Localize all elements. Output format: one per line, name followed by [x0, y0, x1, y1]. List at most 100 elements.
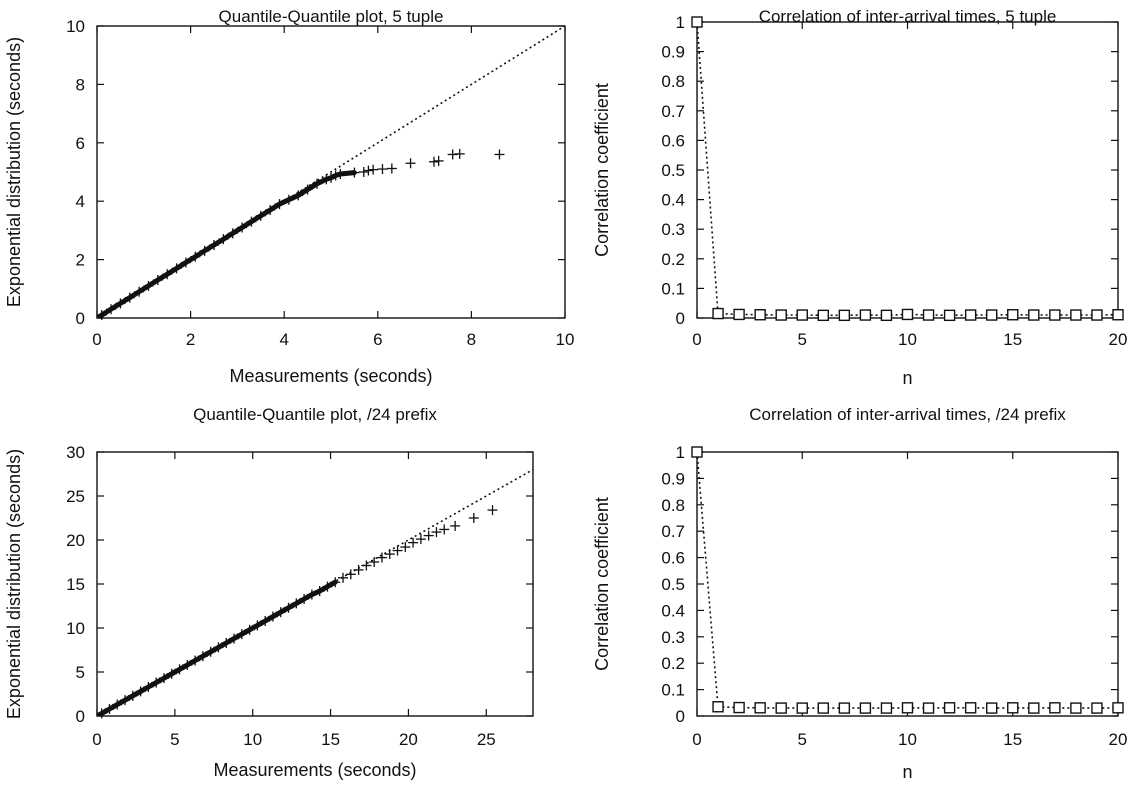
data-point	[267, 611, 278, 622]
data-point	[964, 702, 977, 714]
x-tick-label: 0	[92, 330, 101, 349]
data-point	[428, 156, 439, 167]
x-tick-label: 5	[798, 730, 807, 749]
x-tick-label: 0	[92, 730, 101, 749]
dense-point-band	[97, 579, 338, 716]
x-tick-label: 6	[373, 330, 382, 349]
x-axis-label: Measurements (seconds)	[213, 760, 416, 780]
data-point	[180, 257, 191, 268]
y-tick-label: 20	[66, 531, 85, 550]
y-tick-label: 2	[76, 251, 85, 270]
data-point	[299, 593, 310, 604]
y-tick-label: 0.3	[661, 220, 685, 239]
data-point	[322, 581, 333, 592]
dense-point-band	[97, 170, 357, 318]
data-point	[134, 286, 145, 297]
y-tick-label: 0.8	[661, 72, 685, 91]
data-point	[1070, 309, 1082, 321]
data-point	[368, 164, 379, 175]
data-point	[311, 178, 322, 189]
data-point	[120, 695, 131, 706]
x-tick-label: 0	[692, 330, 701, 349]
data-point	[246, 216, 257, 227]
data-point	[468, 513, 479, 523]
data-point	[691, 16, 703, 28]
data-point	[199, 245, 210, 256]
y-tick-label: 8	[76, 75, 85, 94]
data-point	[124, 292, 135, 303]
data-point	[244, 624, 255, 635]
y-tick-label: 0.2	[661, 250, 685, 269]
y-tick-label: 0.6	[661, 549, 685, 568]
y-tick-label: 0	[676, 309, 685, 328]
data-point	[775, 702, 787, 714]
data-point	[775, 309, 787, 321]
y-tick-label: 0.2	[661, 654, 685, 673]
data-point	[112, 699, 123, 710]
data-point	[817, 309, 829, 322]
data-point	[901, 702, 914, 714]
plot-frame	[696, 21, 1119, 319]
data-point	[158, 673, 169, 684]
y-tick-label: 6	[76, 134, 85, 153]
data-point	[386, 163, 397, 174]
data-point	[174, 664, 185, 675]
data-point	[237, 222, 248, 233]
y-tick-label: 0.5	[661, 575, 685, 594]
y-tick-label: 0.4	[661, 191, 685, 210]
data-point	[1028, 309, 1040, 321]
y-tick-label: 0.7	[661, 102, 685, 121]
data-point	[127, 690, 138, 701]
y-tick-label: 30	[66, 443, 85, 462]
data-point	[345, 569, 356, 580]
data-point	[275, 607, 286, 618]
data-point	[859, 309, 872, 321]
data-point	[754, 309, 766, 321]
data-point	[330, 170, 341, 181]
data-point	[353, 564, 364, 575]
x-tick-label: 2	[186, 330, 195, 349]
x-tick-label: 10	[556, 330, 575, 349]
y-tick-label: 1	[676, 443, 685, 462]
data-point	[369, 557, 380, 567]
data-point	[361, 560, 372, 571]
data-point	[1112, 702, 1124, 714]
data-point	[143, 681, 154, 692]
data-point	[733, 701, 745, 714]
plot-frame	[696, 451, 1119, 717]
data-point	[363, 165, 374, 176]
data-point	[221, 637, 232, 648]
data-point	[115, 298, 126, 309]
data-point	[1049, 702, 1061, 714]
data-point	[392, 545, 403, 556]
data-point	[162, 269, 173, 280]
y-tick-label: 0	[76, 707, 85, 726]
data-point	[943, 702, 956, 714]
y-tick-label: 15	[66, 575, 85, 594]
data-point	[236, 629, 247, 640]
data-point	[384, 549, 395, 560]
data-point	[260, 615, 271, 626]
data-point	[754, 702, 766, 714]
data-point	[143, 280, 154, 291]
data-point	[400, 542, 411, 553]
data-point	[197, 651, 208, 662]
y-axis-label: Correlation coefficient	[592, 497, 612, 671]
y-axis-label: Exponential distribution (seconds)	[4, 37, 24, 307]
y-axis-label: Exponential distribution (seconds)	[4, 449, 24, 719]
data-point	[335, 169, 346, 180]
y-tick-label: 0.1	[661, 279, 685, 298]
data-point	[405, 158, 416, 169]
x-tick-label: 5	[798, 330, 807, 349]
data-point	[376, 552, 387, 563]
data-point	[1091, 309, 1103, 321]
data-point	[229, 633, 240, 644]
chart-title: Correlation of inter-arrival times, /24 …	[749, 405, 1066, 424]
y-tick-label: 4	[76, 192, 85, 211]
x-tick-label: 5	[170, 730, 179, 749]
x-tick-label: 15	[1003, 730, 1022, 749]
data-point	[1007, 309, 1019, 321]
data-point	[96, 310, 107, 321]
data-point	[901, 308, 914, 321]
data-point	[205, 646, 216, 657]
